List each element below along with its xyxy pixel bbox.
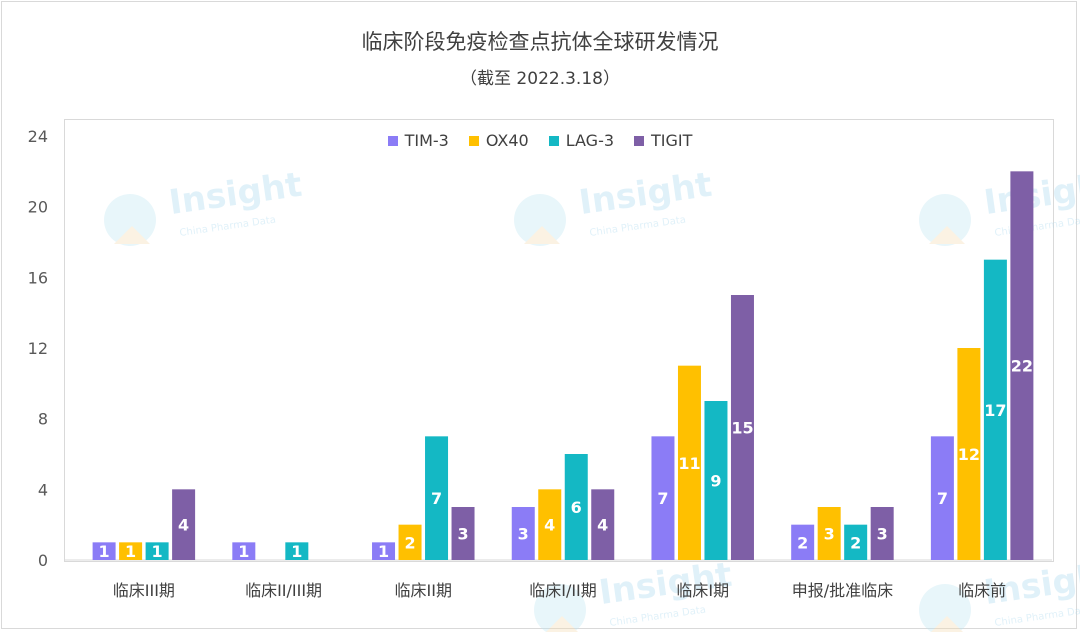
bar (844, 524, 868, 560)
data-label: 11 (678, 454, 700, 473)
bar (677, 365, 701, 560)
y-tick-label: 8 (38, 410, 48, 429)
legend-label: LAG-3 (565, 131, 615, 150)
y-tick-label: 24 (28, 127, 48, 146)
x-tick-label: 临床I/II期 (529, 581, 597, 600)
legend-label: TIM-3 (404, 131, 449, 150)
watermark-logo-icon (919, 194, 971, 246)
legend-label: TIGIT (651, 131, 693, 150)
x-tick-label: 临床前 (958, 581, 1006, 600)
bar (564, 454, 588, 560)
legend-swatch (387, 135, 398, 146)
legend-item: LAG-3 (548, 131, 615, 150)
data-label: 1 (152, 542, 163, 561)
legend-swatch (468, 135, 479, 146)
watermark-logo-shape (546, 616, 578, 632)
data-label: 7 (431, 489, 442, 508)
bar (791, 524, 815, 560)
chart-title: 临床阶段免疫检查点抗体全球研发情况 (361, 30, 719, 54)
data-label: 3 (518, 525, 529, 544)
bar (145, 542, 169, 560)
y-tick-label: 16 (28, 268, 48, 287)
data-label: 3 (457, 525, 468, 544)
bar (983, 259, 1007, 560)
data-label: 1 (291, 542, 302, 561)
watermark-logo-icon (919, 584, 971, 632)
data-label: 2 (797, 533, 808, 552)
bar (704, 401, 728, 560)
bar (930, 436, 954, 560)
legend-swatch (634, 135, 645, 146)
bar (817, 507, 841, 560)
y-tick-label: 20 (28, 198, 48, 217)
data-label: 7 (937, 489, 948, 508)
watermark-logo-icon (104, 194, 156, 246)
bar (870, 507, 894, 560)
data-label: 1 (99, 542, 110, 561)
data-label: 4 (597, 516, 608, 535)
data-label: 9 (710, 472, 721, 491)
watermark-text: Insight (167, 165, 305, 223)
bar (451, 507, 475, 560)
y-tick-label: 4 (38, 480, 48, 499)
data-label: 12 (958, 445, 980, 464)
bar (285, 542, 309, 560)
data-label: 4 (178, 516, 189, 535)
x-tick-label: 临床III期 (113, 581, 175, 600)
bar (730, 295, 754, 560)
data-label: 6 (571, 498, 582, 517)
watermark-logo-icon (514, 194, 566, 246)
chart-subtitle: （截至 2022.3.18） (460, 69, 620, 89)
bar (511, 507, 535, 560)
bar (172, 489, 196, 560)
legend: TIM-3 OX40 LAG-3 TIGIT (0, 131, 1080, 150)
legend-item: OX40 (468, 131, 529, 150)
bar (651, 436, 675, 560)
watermark-logo-shape (931, 616, 963, 632)
watermark-logo-icon (534, 584, 586, 632)
data-label: 4 (544, 516, 555, 535)
bar (591, 489, 615, 560)
data-label: 3 (877, 525, 888, 544)
x-tick-label: 临床II期 (395, 581, 452, 600)
bar (372, 542, 396, 560)
watermark-logo-shape (929, 226, 965, 244)
bar (425, 436, 449, 560)
legend-label: OX40 (485, 131, 529, 150)
legend-item: TIM-3 (387, 131, 449, 150)
plot-area-border (64, 119, 1054, 562)
y-tick-label: 12 (28, 339, 48, 358)
data-label: 17 (984, 401, 1006, 420)
y-tick-label: 0 (38, 551, 48, 570)
bar (957, 348, 981, 560)
watermark-text: Insight (577, 165, 715, 223)
watermark-logo-shape (114, 226, 150, 244)
watermark-logo-shape (524, 226, 560, 244)
data-label: 15 (731, 419, 753, 438)
legend-swatch (548, 135, 559, 146)
x-tick-label: 申报/批准临床 (792, 581, 893, 600)
data-label: 2 (404, 533, 415, 552)
bar (398, 524, 422, 560)
legend-item: TIGIT (634, 131, 692, 150)
data-label: 22 (1011, 357, 1033, 376)
data-label: 3 (824, 525, 835, 544)
bar (232, 542, 256, 560)
bar (119, 542, 143, 560)
bar (538, 489, 562, 560)
data-label: 1 (125, 542, 136, 561)
data-label: 1 (378, 542, 389, 561)
bar (92, 542, 116, 560)
data-label: 7 (657, 489, 668, 508)
data-label: 2 (850, 533, 861, 552)
x-tick-label: 临床II/III期 (245, 581, 322, 600)
x-tick-label: 临床I期 (676, 581, 729, 600)
bar (1010, 171, 1034, 561)
data-label: 1 (238, 542, 249, 561)
